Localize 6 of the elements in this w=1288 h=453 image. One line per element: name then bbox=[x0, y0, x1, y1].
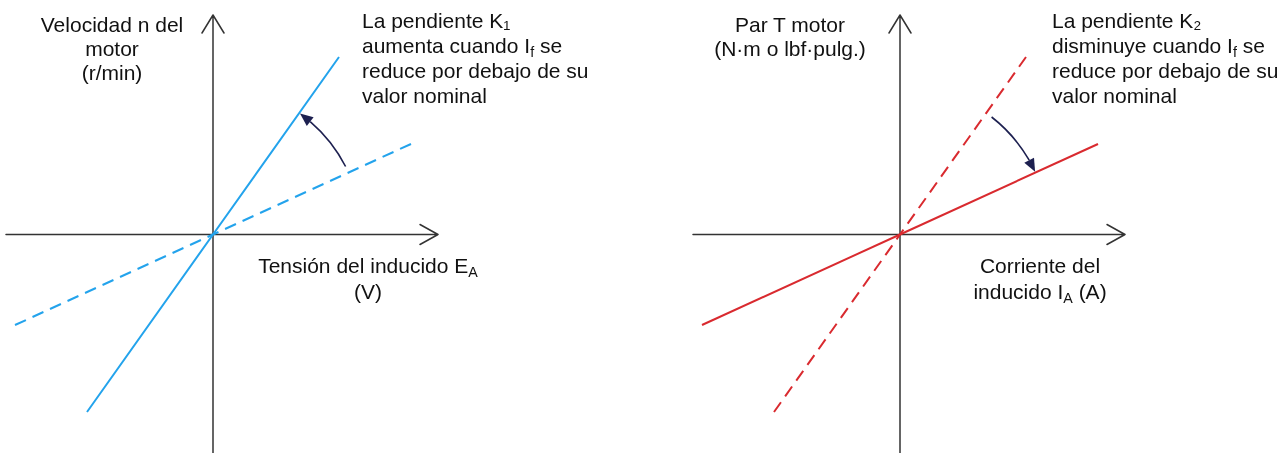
text: Tensión del inducido E$_{A}$ (V) bbox=[258, 254, 478, 303]
x-axis-title: Corriente del inducido I$_{A}$ (A) bbox=[973, 253, 1107, 306]
y-axis-title: Par T motor (N·m o lbf·pulg.) bbox=[714, 13, 866, 61]
y-axis-title: Velocidad n del motor (r/min) bbox=[40, 13, 184, 85]
annotation: La pendiente K₁ aumenta cuando I$_{f}$ se reduce por debajo de su valor nominal bbox=[362, 8, 589, 108]
annotation: La pendiente K₂ disminuye cuando I$_{f}$ se reduce por debajo de su valor nominal bbox=[1052, 8, 1279, 108]
